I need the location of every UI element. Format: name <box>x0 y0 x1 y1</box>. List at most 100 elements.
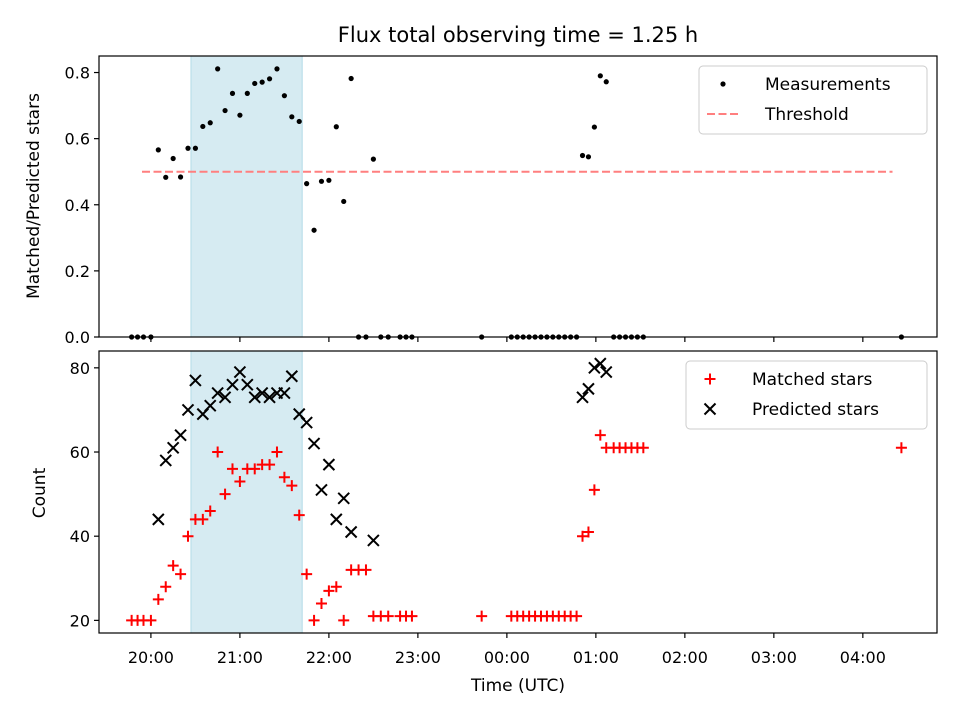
legend-label: Matched stars <box>752 370 872 390</box>
bottom-y-tick-label: 20 <box>70 611 90 630</box>
top-y-tick-label: 0.6 <box>65 130 90 149</box>
top-y-tick-label: 0.2 <box>65 262 90 281</box>
measurement-point <box>311 227 317 233</box>
predicted-stars-point <box>181 403 195 417</box>
matched-stars-point <box>594 429 606 441</box>
legend-marker <box>704 373 716 385</box>
predicted-stars-point <box>367 534 380 547</box>
predicted-stars-point <box>189 374 202 387</box>
predicted-stars-point <box>588 361 601 375</box>
x-tick-label: 22:00 <box>306 648 352 667</box>
measurement-point <box>603 79 609 85</box>
legend-marker <box>720 81 726 87</box>
matched-stars-point <box>271 446 283 458</box>
matched-stars-point <box>323 585 335 597</box>
measurement-point <box>304 181 310 187</box>
predicted-stars-point <box>159 454 172 467</box>
matched-stars-point <box>308 614 320 626</box>
matched-stars-point <box>588 484 600 496</box>
measurement-point <box>274 66 280 72</box>
measurement-point <box>237 112 243 118</box>
bottom-legend: Matched stars Predicted stars <box>685 360 928 430</box>
legend-box <box>685 360 928 430</box>
measurement-point <box>259 79 265 85</box>
measurement-point <box>200 123 206 130</box>
matched-stars-point <box>234 475 246 487</box>
observing-window-span <box>190 350 303 634</box>
measurement-point <box>326 177 332 183</box>
matched-stars-point <box>577 530 589 542</box>
top-y-tick-label: 0.4 <box>65 196 90 215</box>
predicted-stars-point <box>248 391 261 404</box>
measurement-point <box>348 75 354 82</box>
predicted-stars-point <box>278 386 291 400</box>
top-y-axis-label: Matched/Predicted stars <box>24 93 44 299</box>
matched-stars-point <box>145 614 157 626</box>
matched-stars-point <box>197 513 209 525</box>
predicted-stars-point <box>152 513 165 526</box>
bottom-y-axis-label: Count <box>30 467 50 518</box>
measurement-point <box>281 93 287 99</box>
predicted-stars-point <box>315 483 328 497</box>
matched-stars-point <box>226 463 238 475</box>
predicted-stars-point <box>307 437 321 450</box>
count-panel: 20 40 60 80 20:00 21:00 22:00 23:00 00:00 01:00 02… <box>70 350 938 667</box>
x-tick-label: 23:00 <box>395 648 441 667</box>
measurement-point <box>266 76 273 82</box>
predicted-stars-point <box>582 382 595 396</box>
x-tick-label: 20:00 <box>128 648 174 667</box>
legend-label: Measurements <box>765 75 891 95</box>
predicted-stars-point <box>594 357 607 370</box>
matched-stars-point <box>637 442 649 454</box>
measurement-point <box>185 145 191 151</box>
matched-stars-point <box>167 560 179 572</box>
measurement-point <box>207 120 213 126</box>
matched-stars-point <box>360 564 372 576</box>
x-tick-label: 00:00 <box>484 648 530 667</box>
predicted-stars-point <box>263 391 276 404</box>
measurement-point <box>177 174 184 180</box>
chart-title: Flux total observing time = 1.25 h <box>338 23 698 47</box>
measurement-point <box>215 66 221 72</box>
x-tick-label: 21:00 <box>217 648 263 667</box>
matched-stars-point <box>249 463 261 475</box>
measurement-point <box>591 124 597 130</box>
x-tick-label: 01:00 <box>573 648 619 667</box>
series-matched-stars <box>126 429 907 626</box>
matched-stars-point <box>382 610 394 622</box>
matched-stars-point <box>175 568 187 580</box>
measurement-point <box>229 90 236 96</box>
legend-marker <box>703 402 717 416</box>
measurement-point <box>170 155 176 162</box>
predicted-stars-point <box>233 365 247 379</box>
matched-stars-point <box>571 610 583 622</box>
matched-stars-point <box>895 442 907 454</box>
matched-stars-point <box>338 614 350 626</box>
measurement-point <box>318 178 325 184</box>
measurement-point <box>597 73 603 79</box>
measurement-point <box>163 174 169 180</box>
measurement-point <box>192 145 199 151</box>
predicted-stars-point <box>166 441 180 455</box>
top-y-tick-label: 0.8 <box>65 64 90 83</box>
legend-label: Threshold <box>764 105 849 125</box>
matched-stars-point <box>293 509 305 521</box>
top-axes-frame <box>98 55 938 338</box>
matched-stars-point <box>219 488 231 500</box>
matched-stars-point <box>301 568 313 580</box>
legend-box <box>698 65 928 135</box>
x-tick-label: 03:00 <box>751 648 797 667</box>
predicted-stars-point <box>344 525 358 539</box>
measurement-point <box>252 80 258 87</box>
matched-stars-point <box>286 480 298 492</box>
ratio-panel: 0.0 0.2 0.4 0.6 0.8 Measurements Threshold <box>65 55 938 347</box>
matched-stars-point <box>182 530 194 542</box>
measurement-point <box>289 114 295 120</box>
x-tick-label: 02:00 <box>662 648 708 667</box>
matched-stars-point <box>278 471 290 483</box>
bottom-axes-frame <box>98 350 938 634</box>
matched-stars-point <box>204 505 216 517</box>
measurement-point <box>222 107 228 114</box>
predicted-stars-point <box>226 378 239 391</box>
